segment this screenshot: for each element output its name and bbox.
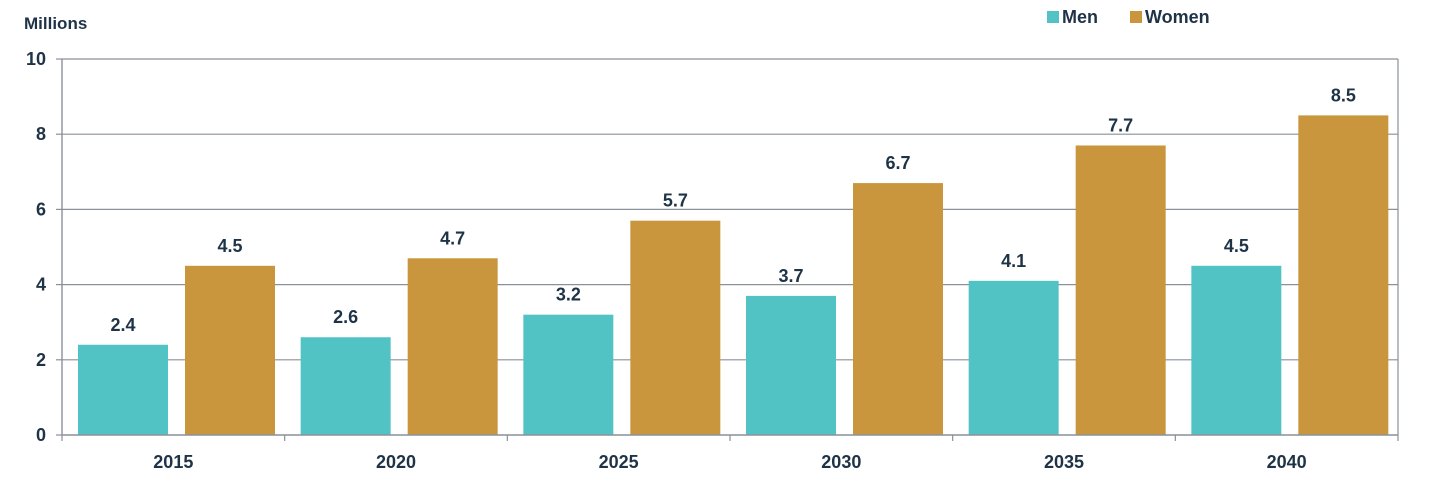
bar-men-2040 — [1191, 265, 1282, 435]
x-tick-label: 2035 — [1044, 452, 1084, 472]
bar-men-2030 — [746, 295, 836, 435]
x-tick-label: 2015 — [153, 452, 193, 472]
data-label: 4.7 — [440, 228, 465, 248]
data-label: 8.5 — [1331, 85, 1356, 105]
y-tick-label: 2 — [36, 350, 46, 370]
x-tick-label: 2030 — [821, 452, 861, 472]
legend-swatch-men — [1047, 11, 1059, 23]
data-label: 2.4 — [110, 315, 135, 335]
data-label: 3.7 — [778, 266, 803, 286]
data-label: 4.5 — [1224, 236, 1249, 256]
x-tick-labels: 2015 2020 2025 2030 2035 2040 — [153, 452, 1306, 472]
data-label: 5.7 — [663, 191, 688, 211]
bar-women-2035 — [1075, 145, 1166, 436]
x-tick-label: 2040 — [1267, 452, 1307, 472]
bar-men-2025 — [523, 314, 614, 435]
legend: Men Women — [1047, 7, 1210, 27]
y-axis-label: Millions — [24, 14, 87, 33]
y-tick-label: 4 — [36, 275, 46, 295]
y-tick-label: 8 — [36, 124, 46, 144]
x-tick-label: 2020 — [376, 452, 416, 472]
data-label: 3.2 — [556, 285, 581, 305]
bar-men-2015 — [78, 344, 168, 435]
axes — [56, 58, 1399, 441]
bar-men-2035 — [968, 280, 1059, 435]
y-tick-label: 6 — [36, 199, 46, 219]
bar-women-2025 — [630, 220, 721, 435]
data-label: 6.7 — [885, 153, 910, 173]
bar-women-2015 — [185, 265, 275, 435]
data-labels: 2.4 4.5 2.6 4.7 3.2 5.7 3.7 6.7 4.1 7.7 4.5 8.5 — [110, 85, 1355, 334]
y-tick-label: 10 — [26, 49, 46, 69]
y-tick-label: 0 — [36, 425, 46, 445]
data-label: 7.7 — [1108, 115, 1133, 135]
data-label: 2.6 — [333, 307, 358, 327]
y-tick-labels: 0 2 4 6 8 10 — [26, 49, 46, 445]
bar-women-2030 — [853, 183, 943, 435]
x-tick-label: 2025 — [599, 452, 639, 472]
bar-women-2040 — [1298, 115, 1389, 436]
bar-men-2020 — [300, 337, 391, 435]
bars — [78, 115, 1389, 436]
legend-label-men: Men — [1062, 7, 1098, 27]
data-label: 4.5 — [217, 236, 242, 256]
bar-women-2020 — [407, 258, 498, 435]
legend-swatch-women — [1130, 11, 1142, 23]
gridlines — [62, 58, 1398, 361]
legend-label-women: Women — [1145, 7, 1210, 27]
data-label: 4.1 — [1001, 251, 1026, 271]
